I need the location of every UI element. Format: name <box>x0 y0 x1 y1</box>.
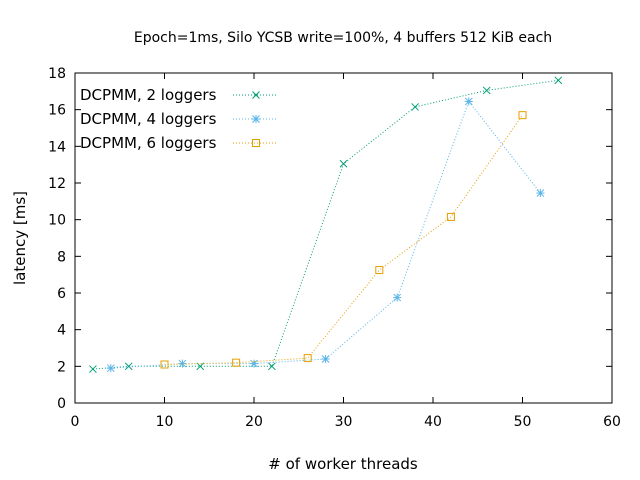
chart-title: Epoch=1ms, Silo YCSB write=100%, 4 buffe… <box>134 30 552 46</box>
series-line <box>164 114 523 365</box>
data-point <box>268 362 276 371</box>
data-point <box>482 86 491 95</box>
x-tick-label: 10 <box>156 414 174 430</box>
data-point <box>250 359 258 368</box>
legend-label: DCPMM, 6 loggers <box>80 134 217 152</box>
data-point <box>375 266 384 275</box>
y-tick-label: 8 <box>57 249 66 265</box>
data-point <box>321 355 330 363</box>
data-point <box>518 111 527 120</box>
data-point <box>393 293 402 302</box>
y-tick-label: 0 <box>57 396 66 412</box>
legend-item: DCPMM, 2 loggers <box>80 86 278 104</box>
legend: DCPMM, 2 loggers DCPMM, 4 loggers DCPMM, 6… <box>80 86 278 152</box>
series-1 <box>89 76 563 373</box>
x-tick-label: 30 <box>335 414 353 430</box>
series-line <box>92 79 559 370</box>
y-tick-label: 6 <box>57 286 66 302</box>
data-point <box>464 97 473 106</box>
data-point <box>106 364 115 373</box>
x-tick-label: 50 <box>514 414 532 430</box>
data-point <box>339 159 348 168</box>
legend-item: DCPMM, 6 loggers <box>80 134 278 152</box>
legend-label: DCPMM, 4 loggers <box>80 110 217 128</box>
data-point <box>178 359 187 368</box>
plot-frame <box>74 72 613 404</box>
data-point <box>554 76 563 85</box>
data-point <box>303 354 312 363</box>
x-axis-label: # of worker threads <box>268 455 418 473</box>
y-tick-label: 18 <box>48 66 66 82</box>
legend-item: DCPMM, 4 loggers <box>80 110 278 128</box>
legend-marker <box>252 115 260 123</box>
y-axis-label: latency [ms] <box>11 191 29 285</box>
x-tick-label: 40 <box>424 414 442 430</box>
legend-label: DCPMM, 2 loggers <box>80 86 217 104</box>
data-point <box>411 103 419 111</box>
series-2 <box>106 97 545 373</box>
legend-marker <box>252 91 260 99</box>
x-tick-label: 0 <box>71 414 80 430</box>
y-tick-label: 14 <box>48 139 66 155</box>
y-tick-label: 10 <box>48 213 66 229</box>
legend-marker <box>252 139 260 147</box>
y-tick-label: 2 <box>57 359 66 375</box>
data-point <box>89 365 97 373</box>
x-tick-label: 20 <box>245 414 263 430</box>
series-layer <box>89 76 563 373</box>
data-point <box>124 362 133 371</box>
y-tick-label: 4 <box>57 323 66 339</box>
data-point <box>232 358 241 367</box>
data-point <box>536 189 545 198</box>
y-tick-label: 16 <box>48 103 66 119</box>
axis-ticks: 0 10 20 30 40 50 60 0 2 4 6 8 10 12 14 16 18 <box>48 66 621 430</box>
y-tick-label: 12 <box>48 176 66 192</box>
data-point <box>446 212 455 221</box>
series-3 <box>160 111 527 369</box>
data-point <box>160 360 169 369</box>
x-tick-label: 60 <box>603 414 621 430</box>
